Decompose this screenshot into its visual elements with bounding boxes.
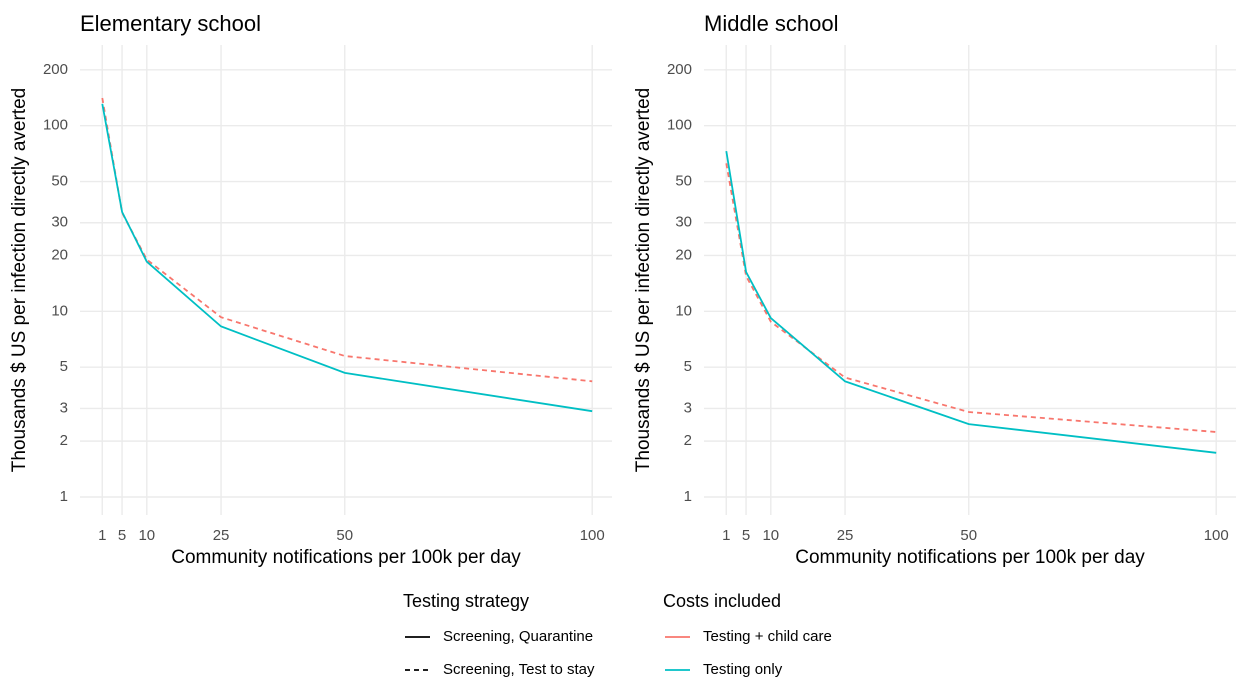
x-tick-label: 10 <box>138 527 155 544</box>
x-tick-label: 50 <box>960 527 977 544</box>
legend-label: Screening, Quarantine <box>443 628 593 645</box>
legend-title: Testing strategy <box>403 591 529 611</box>
y-tick-label: 50 <box>675 173 692 190</box>
x-tick-label: 50 <box>336 527 353 544</box>
y-tick-label: 20 <box>51 246 68 263</box>
x-axis-label: Community notifications per 100k per day <box>171 547 521 568</box>
panel-title: Middle school <box>704 11 839 36</box>
y-tick-label: 100 <box>43 117 68 134</box>
y-tick-label: 50 <box>51 173 68 190</box>
y-tick-label: 30 <box>51 214 68 231</box>
y-axis-label: Thousands $ US per infection directly av… <box>633 88 654 472</box>
y-tick-label: 20 <box>675 246 692 263</box>
y-tick-label: 200 <box>667 61 692 78</box>
x-tick-label: 100 <box>580 527 605 544</box>
y-tick-label: 1 <box>60 488 68 505</box>
y-tick-label: 3 <box>60 399 68 416</box>
y-tick-label: 3 <box>684 399 692 416</box>
legend-label: Screening, Test to stay <box>443 661 595 678</box>
x-tick-label: 1 <box>722 527 730 544</box>
y-tick-label: 5 <box>60 358 68 375</box>
x-tick-label: 5 <box>742 527 750 544</box>
y-tick-label: 5 <box>684 358 692 375</box>
y-tick-label: 100 <box>667 117 692 134</box>
panel-title: Elementary school <box>80 11 261 36</box>
y-axis-label: Thousands $ US per infection directly av… <box>9 88 30 472</box>
legend: Testing strategy Screening, Quarantine Scr… <box>403 591 832 678</box>
y-tick-label: 30 <box>675 214 692 231</box>
legend-title: Costs included <box>663 591 781 611</box>
x-tick-label: 25 <box>837 527 854 544</box>
y-tick-label: 1 <box>684 488 692 505</box>
series-line <box>101 97 593 383</box>
legend-label: Testing + child care <box>703 628 832 645</box>
y-tick-label: 2 <box>684 432 692 449</box>
legend-label: Testing only <box>703 661 783 678</box>
x-tick-label: 25 <box>213 527 230 544</box>
x-tick-label: 10 <box>762 527 779 544</box>
x-axis-label: Community notifications per 100k per day <box>795 547 1145 568</box>
y-tick-label: 2 <box>60 432 68 449</box>
series-line <box>725 150 1217 454</box>
series-line <box>725 163 1217 433</box>
x-tick-label: 5 <box>118 527 126 544</box>
x-tick-label: 1 <box>98 527 106 544</box>
x-tick-label: 100 <box>1204 527 1229 544</box>
y-tick-label: 200 <box>43 61 68 78</box>
y-tick-label: 10 <box>675 302 692 319</box>
y-tick-label: 10 <box>51 302 68 319</box>
series-line <box>101 103 593 413</box>
